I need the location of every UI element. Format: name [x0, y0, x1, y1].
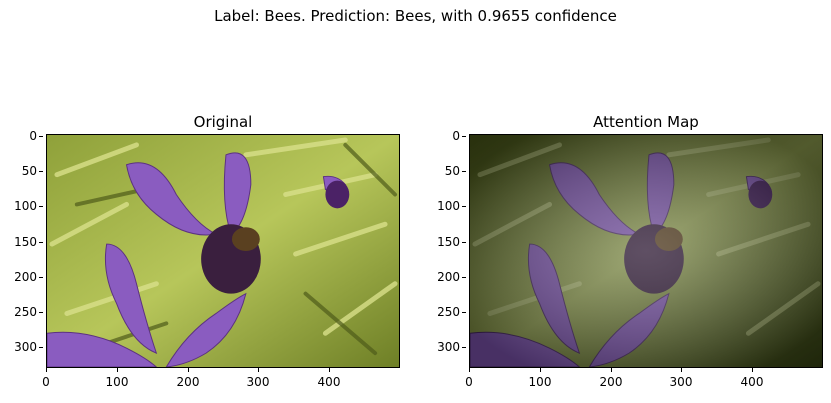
x-tick-label: 0 — [449, 368, 489, 388]
y-tick-label: 150 — [426, 236, 466, 248]
x-tick-label: 400 — [732, 368, 772, 388]
x-tick-label: 100 — [97, 368, 137, 388]
x-tick-label: 400 — [309, 368, 349, 388]
image-attention-map — [470, 135, 822, 367]
x-tick-label: 200 — [168, 368, 208, 388]
x-tick-label: 100 — [520, 368, 560, 388]
axes-attention — [469, 134, 823, 368]
y-tick-label: 0 — [426, 130, 466, 142]
y-tick-label: 0 — [3, 130, 43, 142]
panel-title-attention: Attention Map — [593, 113, 699, 131]
x-tick-label: 200 — [591, 368, 631, 388]
figure-suptitle: Label: Bees. Prediction: Bees, with 0.96… — [214, 7, 617, 25]
y-tick-label: 250 — [426, 306, 466, 318]
y-tick-label: 300 — [3, 341, 43, 353]
y-tick-label: 100 — [3, 200, 43, 212]
y-tick-label: 50 — [426, 165, 466, 177]
y-tick-label: 50 — [3, 165, 43, 177]
y-tick-label: 200 — [426, 271, 466, 283]
y-tick-label: 150 — [3, 236, 43, 248]
panel-title-original: Original — [193, 113, 253, 131]
x-tick-label: 300 — [661, 368, 701, 388]
y-tick-label: 200 — [3, 271, 43, 283]
axes-original — [46, 134, 400, 368]
x-tick-label: 0 — [26, 368, 66, 388]
y-tick-label: 300 — [426, 341, 466, 353]
y-tick-label: 100 — [426, 200, 466, 212]
image-original — [47, 135, 399, 367]
x-tick-label: 300 — [238, 368, 278, 388]
y-tick-label: 250 — [3, 306, 43, 318]
